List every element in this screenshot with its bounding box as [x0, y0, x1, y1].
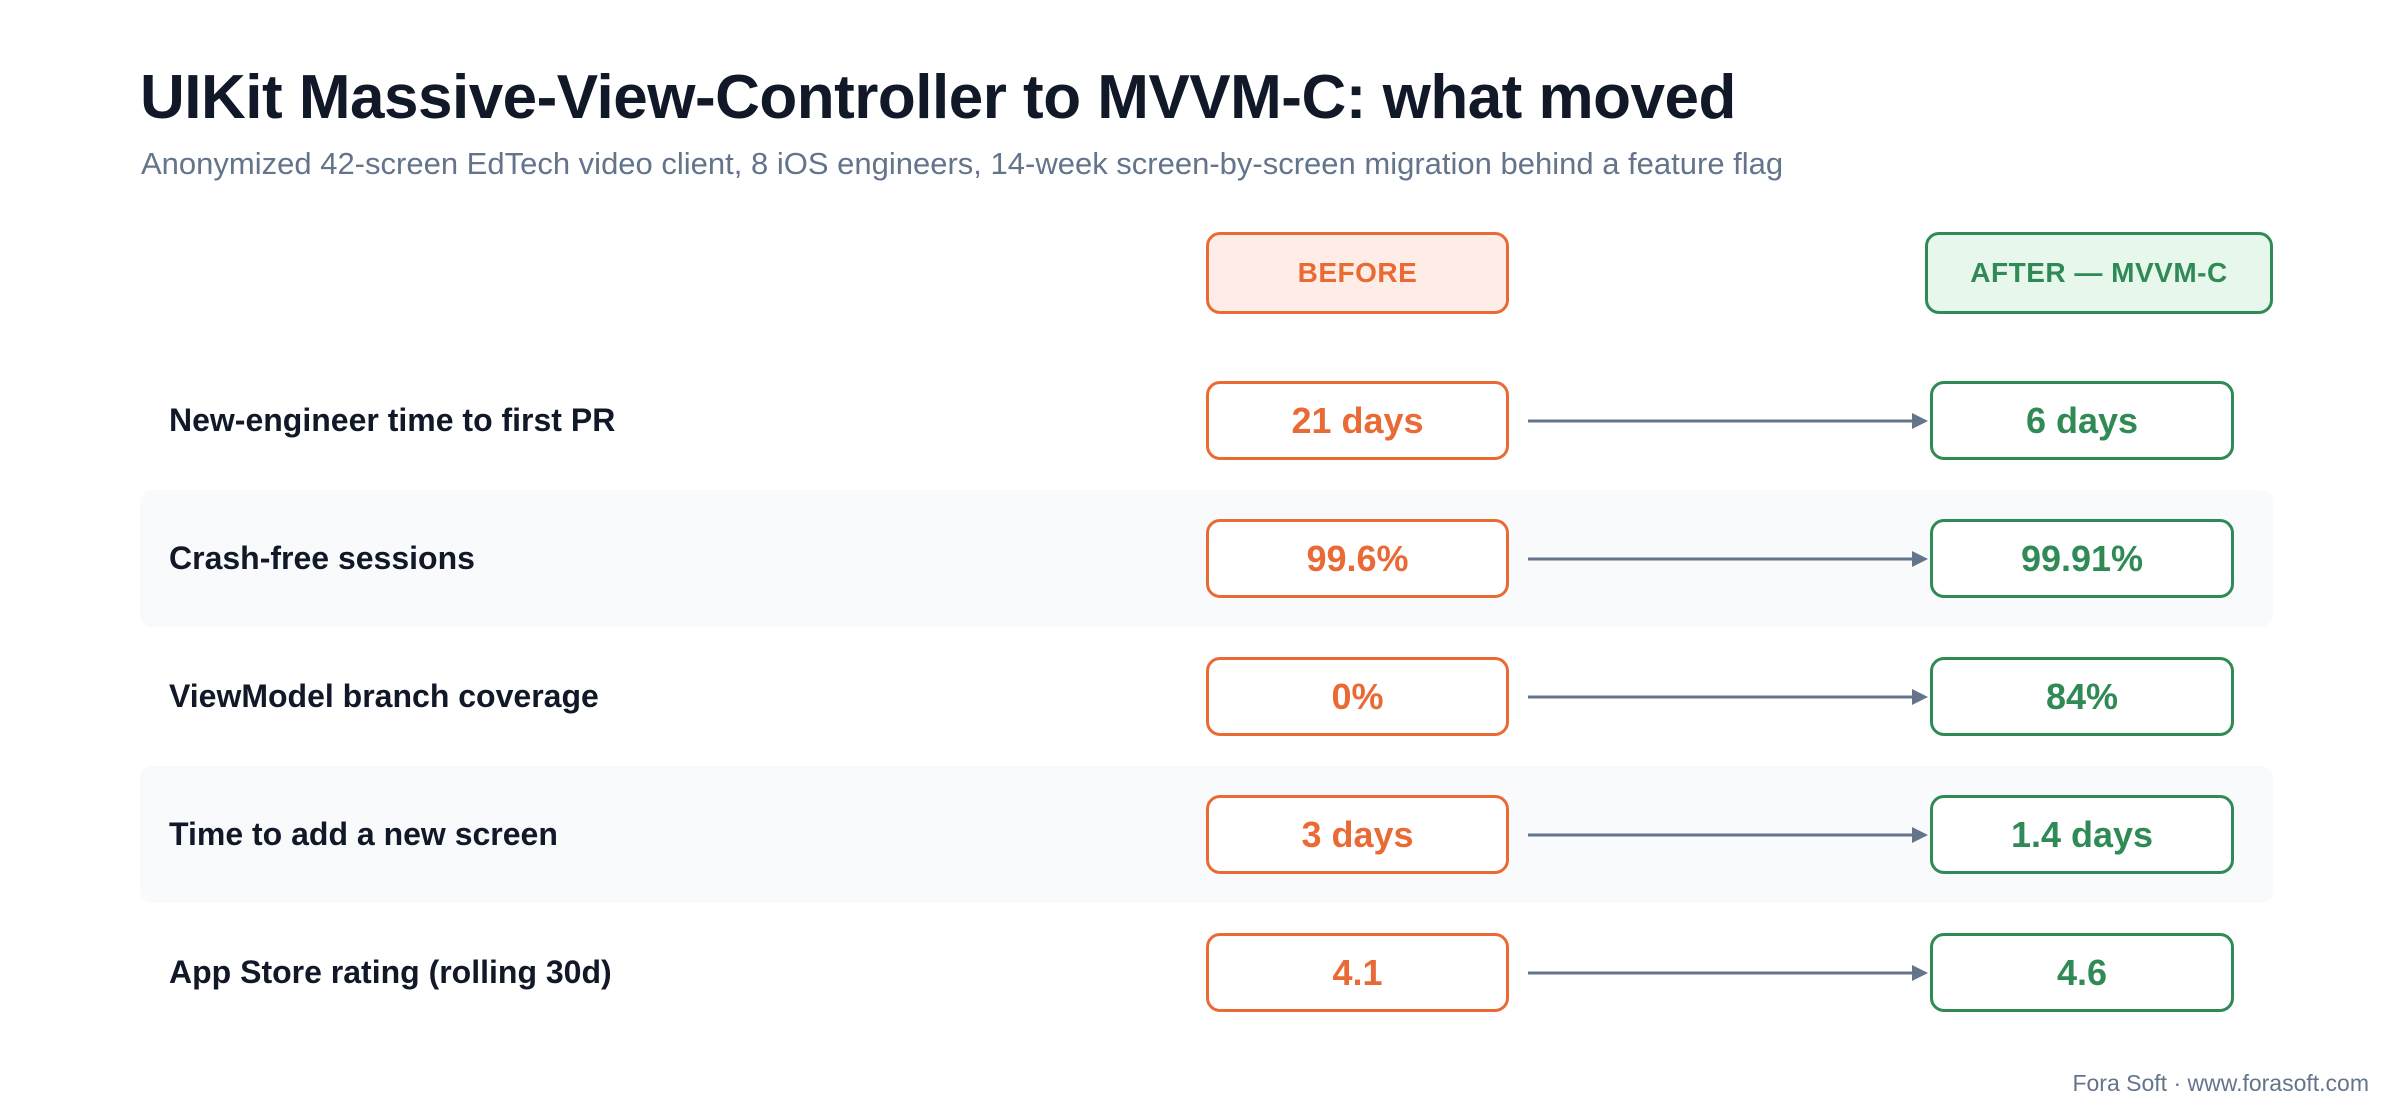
after-value: 1.4 days [1930, 795, 2234, 874]
arrow-right-icon [1528, 689, 1928, 705]
before-value: 4.1 [1206, 933, 1509, 1012]
after-value: 4.6 [1930, 933, 2234, 1012]
before-value: 99.6% [1206, 519, 1509, 598]
after-value: 99.91% [1930, 519, 2234, 598]
metric-row-time-to-first-pr: New-engineer time to first PR 21 days 6 … [140, 352, 2273, 489]
metric-row-crash-free-sessions: Crash-free sessions 99.6% 99.91% [140, 490, 2273, 627]
metric-label: App Store rating (rolling 30d) [169, 954, 612, 990]
arrow-right-icon [1528, 551, 1928, 567]
footer-credit: Fora Soft · www.forasoft.com [2072, 1070, 2369, 1096]
page-subtitle: Anonymized 42-screen EdTech video client… [141, 146, 1784, 181]
arrow-right-icon [1528, 827, 1928, 843]
metric-row-time-to-add-screen: Time to add a new screen 3 days 1.4 days [140, 766, 2273, 903]
after-value: 6 days [1930, 381, 2234, 460]
metric-row-app-store-rating: App Store rating (rolling 30d) 4.1 4.6 [140, 904, 2273, 1041]
arrow-right-icon [1528, 413, 1928, 429]
metric-label: New-engineer time to first PR [169, 402, 616, 438]
after-column-header: AFTER — MVVM-C [1925, 232, 2273, 314]
arrow-right-icon [1528, 965, 1928, 981]
metric-row-viewmodel-coverage: ViewModel branch coverage 0% 84% [140, 628, 2273, 765]
metric-label: Time to add a new screen [169, 816, 558, 852]
metric-label: ViewModel branch coverage [169, 678, 599, 714]
before-value: 0% [1206, 657, 1509, 736]
metric-label: Crash-free sessions [169, 540, 475, 576]
page-title: UIKit Massive-View-Controller to MVVM-C:… [140, 63, 1736, 132]
before-value: 21 days [1206, 381, 1509, 460]
after-value: 84% [1930, 657, 2234, 736]
before-column-header: BEFORE [1206, 232, 1509, 314]
before-value: 3 days [1206, 795, 1509, 874]
